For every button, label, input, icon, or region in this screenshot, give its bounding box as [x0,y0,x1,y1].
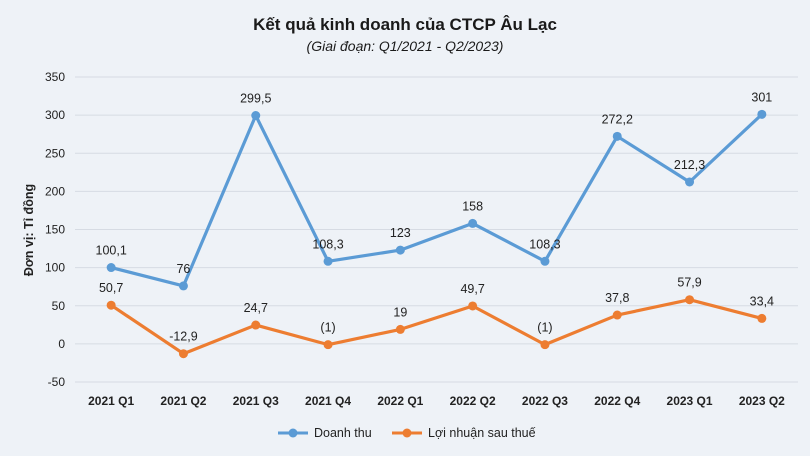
x-tick-label: 2021 Q3 [233,394,279,408]
series-loi-nhuan: 50,7 -12,9 24,7 (1) 19 49,7 (1) 37,8 57,9 33,4 [99,276,774,359]
y-tick-label: 150 [45,223,65,237]
data-label: 212,3 [674,158,705,172]
data-label: 123 [390,226,411,240]
data-point [323,256,333,266]
legend-label: Lợi nhuận sau thuế [428,426,536,440]
data-point [395,324,405,334]
data-label: 108,3 [529,237,560,251]
x-tick-label: 2023 Q1 [667,394,713,408]
data-point [106,263,116,273]
data-label: 301 [751,90,772,104]
data-label: 108,3 [312,237,343,251]
data-label: 50,7 [99,281,123,295]
legend-swatch-marker [288,428,298,438]
x-tick-label: 2022 Q4 [594,394,640,408]
data-label: (1) [537,321,552,335]
data-label: 37,8 [605,291,629,305]
data-point [540,340,550,350]
y-tick-label: 300 [45,108,65,122]
data-label: (1) [320,321,335,335]
data-label: 24,7 [244,301,268,315]
data-point [757,109,767,119]
data-label: -12,9 [169,330,198,344]
x-tick-label: 2022 Q1 [377,394,423,408]
data-label: 100,1 [96,244,127,258]
data-point [251,320,261,330]
data-label: 49,7 [460,282,484,296]
data-label: 76 [176,262,190,276]
data-point [178,281,188,291]
series-line [109,112,764,288]
legend-label: Doanh thu [314,426,372,440]
data-point [323,340,333,350]
y-tick-label: 50 [52,299,66,313]
data-point [685,177,695,187]
x-tick-label: 2021 Q4 [305,394,351,408]
x-tick-label: 2022 Q3 [522,394,568,408]
grid-lines [75,76,798,383]
data-point [106,300,116,310]
legend: Doanh thu Lợi nhuận sau thuế [278,426,536,440]
y-tick-label: 0 [58,337,65,351]
x-tick-label: 2023 Q2 [739,394,785,408]
series-doanh-thu: 100,1 76 299,5 108,3 123 158 108,3 272,2 212,3 30… [96,90,772,291]
y-tick-label: 200 [45,184,65,198]
data-label: 299,5 [240,92,271,106]
y-axis-ticks: -50 0 50 100 150 200 250 300 350 [45,70,65,389]
y-tick-label: 250 [45,146,65,160]
data-point [612,310,622,320]
data-label: 19 [393,305,407,319]
x-tick-label: 2022 Q2 [450,394,496,408]
legend-swatch-marker [402,428,412,438]
x-tick-label: 2021 Q2 [160,394,206,408]
data-point [251,111,261,121]
series-line [109,298,764,356]
data-point [612,131,622,141]
chart-title: Kết quả kinh doanh của CTCP Âu Lạc [253,15,557,34]
data-label: 57,9 [677,276,701,290]
x-axis-ticks: 2021 Q1 2021 Q2 2021 Q3 2021 Q4 2022 Q1 2022 … [88,394,785,408]
data-point [685,295,695,305]
data-label: 272,2 [602,112,633,126]
data-point [468,301,478,311]
data-point [178,349,188,359]
series-group: 100,1 76 299,5 108,3 123 158 108,3 272,2 212,3 30… [96,90,774,359]
chart-subtitle: (Giai đoạn: Q1/2021 - Q2/2023) [307,38,504,54]
data-label: 33,4 [750,294,774,308]
data-point [468,218,478,228]
y-tick-label: 350 [45,70,65,84]
data-point [540,256,550,266]
data-point [757,313,767,323]
y-axis-label: Đơn vị: Tỉ đồng [22,184,36,276]
data-point [395,245,405,255]
y-tick-label: -50 [48,375,66,389]
x-tick-label: 2021 Q1 [88,394,134,408]
y-tick-label: 100 [45,261,65,275]
data-label: 158 [462,199,483,213]
